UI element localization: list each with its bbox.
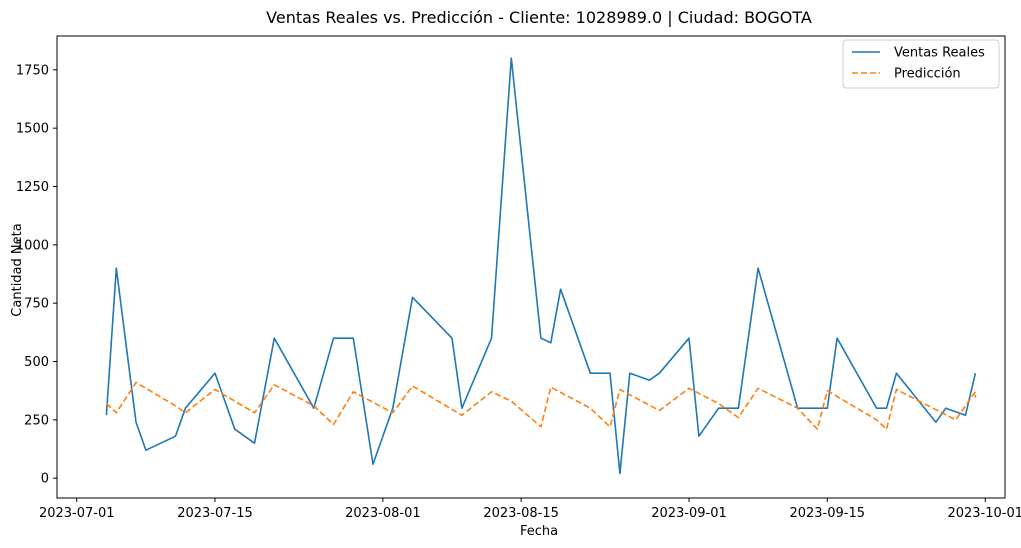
- x-tick-label: 2023-09-01: [651, 506, 727, 521]
- x-tick-label: 2023-07-01: [39, 506, 115, 521]
- legend-label: Ventas Reales: [894, 46, 985, 61]
- y-tick-label: 750: [24, 297, 49, 312]
- y-tick-label: 1500: [16, 122, 49, 137]
- chart-title: Ventas Reales vs. Predicción - Cliente: …: [266, 8, 812, 27]
- y-axis-label: Cantidad Neta: [10, 223, 25, 316]
- legend-label: Predicción: [894, 67, 961, 82]
- y-tick-label: 0: [41, 472, 49, 487]
- x-tick-label: 2023-09-15: [789, 506, 865, 521]
- y-tick-label: 1750: [16, 63, 49, 78]
- y-tick-label: 250: [24, 413, 49, 428]
- x-axis-label: Fecha: [520, 524, 558, 539]
- y-tick-label: 1000: [16, 238, 49, 253]
- x-tick-label: 2023-10-01: [947, 506, 1021, 521]
- legend-box: [842, 39, 1000, 89]
- y-axis: 0 250 500 750 1000 1250 1500 1750: [16, 63, 57, 487]
- plot-frame: [56, 35, 1006, 499]
- y-tick-label: 1250: [16, 180, 49, 195]
- series-layer: [105, 57, 977, 475]
- plot-area-border: [56, 35, 1006, 499]
- x-tick-label: 2023-08-15: [483, 506, 559, 521]
- y-tick-label: 500: [24, 355, 49, 370]
- series-line-ventas-reales: [105, 57, 977, 475]
- x-tick-label: 2023-07-15: [177, 506, 253, 521]
- x-tick-label: 2023-08-01: [345, 506, 421, 521]
- x-axis: 2023-07-01 2023-07-15 2023-08-01 2023-08-15…: [39, 498, 1021, 521]
- legend: Ventas Reales Predicción: [842, 39, 1000, 89]
- series-line-prediccion: [105, 381, 977, 431]
